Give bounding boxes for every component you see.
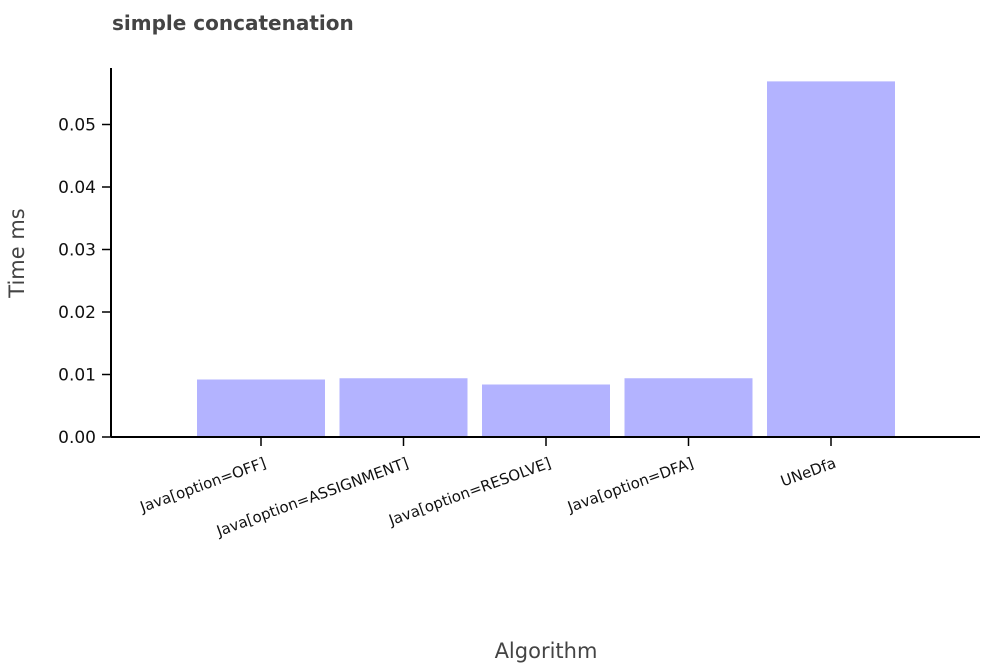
y-tick-label-5: 0.05: [58, 116, 96, 136]
bar-2: [482, 384, 610, 437]
x-ticks-group: Java[option=OFF]Java[option=ASSIGNMENT]J…: [137, 437, 838, 540]
x-axis-label: Algorithm: [495, 639, 598, 663]
y-ticks-group: 0.00 0.01 0.02 0.03 0.04 0.05: [58, 116, 111, 448]
y-tick-label-1: 0.01: [58, 366, 96, 386]
x-tick-label-3: Java[option=DFA]: [564, 454, 696, 517]
bar-3: [624, 378, 753, 437]
bar-1: [339, 378, 468, 437]
bar-4: [767, 81, 895, 437]
y-tick-label-0: 0.00: [58, 428, 96, 448]
bar-0: [197, 379, 325, 437]
y-tick-label-2: 0.02: [58, 303, 96, 323]
bars-group: [197, 81, 895, 437]
y-axis-label: Time ms: [5, 208, 29, 298]
y-tick-label-4: 0.04: [58, 178, 96, 198]
y-tick-label-3: 0.03: [58, 241, 96, 261]
chart-title: simple concatenation: [112, 11, 354, 35]
x-tick-label-2: Java[option=RESOLVE]: [386, 454, 554, 530]
x-tick-label-4: UNeDfa: [778, 454, 838, 491]
x-tick-label-0: Java[option=OFF]: [137, 454, 269, 517]
